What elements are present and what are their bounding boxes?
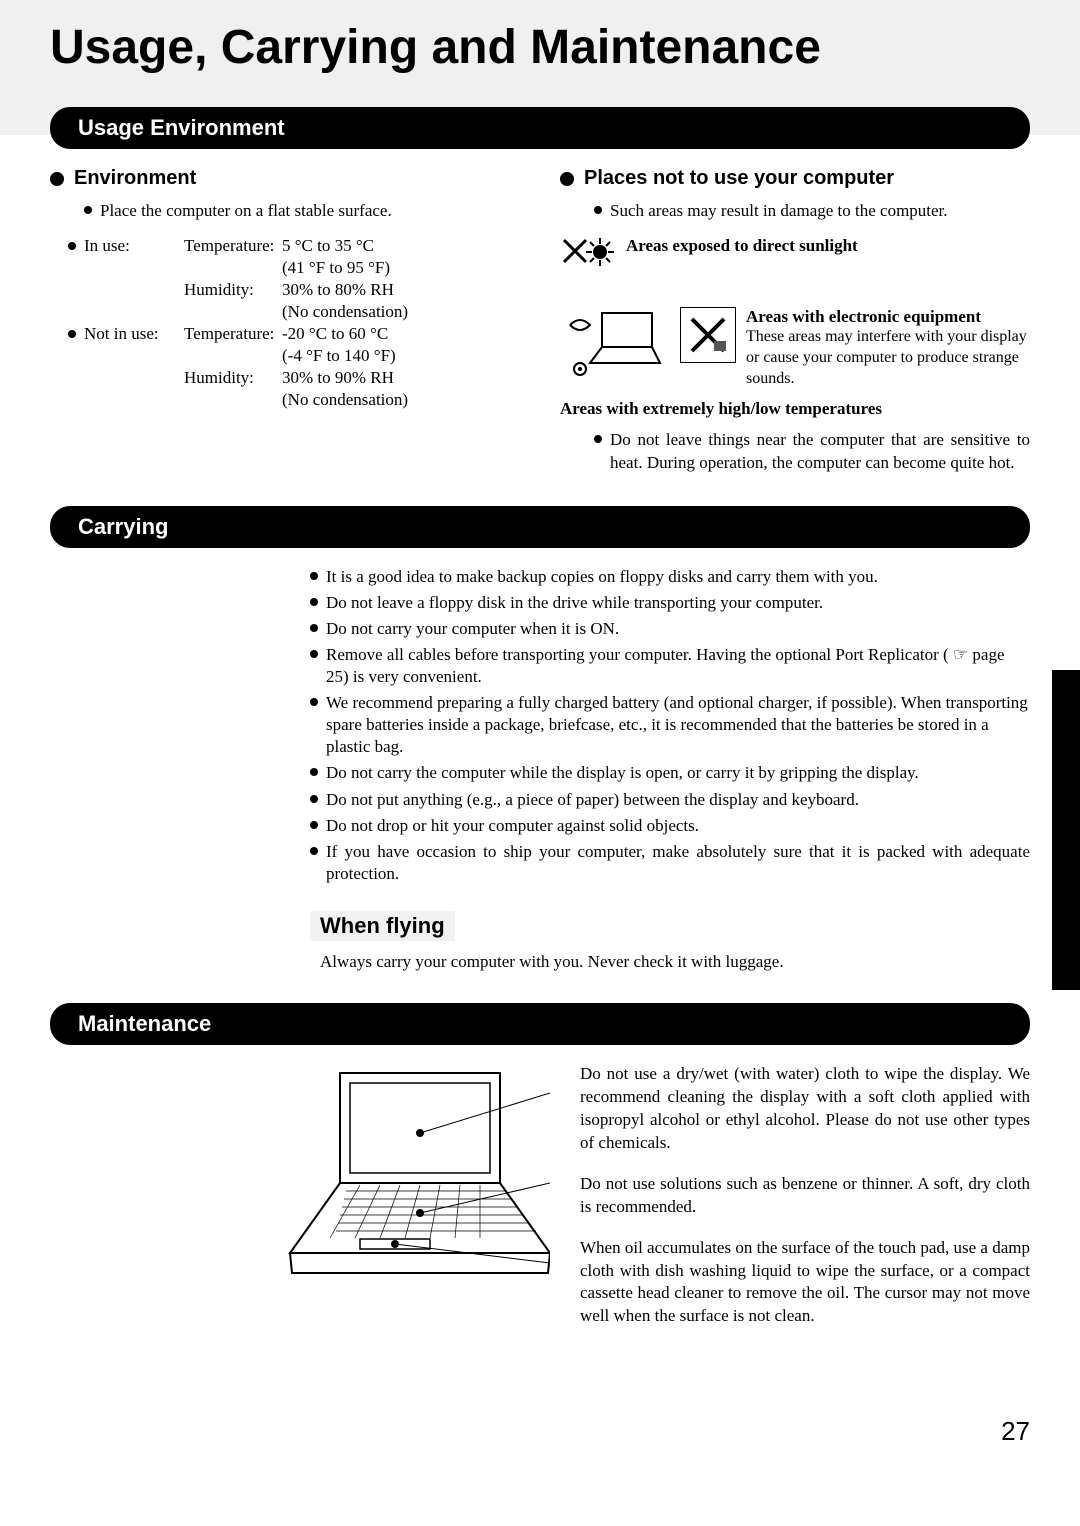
spec-temp-key: Temperature:	[184, 236, 282, 256]
bullet-icon	[594, 206, 602, 214]
spec-hum-key2: Humidity:	[184, 368, 282, 388]
spec-inuse-temp: 5 °C to 35 °C	[282, 236, 374, 256]
places-sunlight: Areas exposed to direct sunlight	[626, 236, 858, 256]
places-intro: Such areas may result in damage to the c…	[610, 200, 1030, 222]
spec-notinuse-label: Not in use:	[84, 324, 184, 344]
bullet-icon	[310, 768, 318, 776]
flying-heading: When flying	[310, 911, 455, 941]
spec-inuse-humnote: (No condensation)	[282, 302, 408, 322]
spec-notinuse-temp: -20 °C to 60 °C	[282, 324, 388, 344]
spec-notinuse-tempf: (-4 °F to 140 °F)	[282, 346, 396, 366]
environment-heading: Environment	[74, 167, 196, 190]
bullet-icon	[68, 330, 76, 338]
carry-item: Do not carry the computer while the disp…	[326, 762, 1030, 784]
side-tab	[1052, 670, 1080, 990]
bullet-icon	[84, 206, 92, 214]
carry-item: Remove all cables before transporting yo…	[326, 644, 1030, 688]
bullet-icon	[310, 650, 318, 658]
carry-item: Do not drop or hit your computer against…	[326, 815, 1030, 837]
section-usage-environment: Usage Environment	[50, 107, 1030, 149]
places-electronic-text: These areas may interfere with your disp…	[746, 327, 1030, 389]
electronic-x-icon	[680, 307, 736, 363]
bullet-icon	[68, 242, 76, 250]
carry-item: It is a good idea to make backup copies …	[326, 566, 1030, 588]
sub-environment: Environment	[50, 167, 520, 190]
bullet-icon	[310, 698, 318, 706]
sunlight-icon	[560, 236, 616, 297]
places-heading: Places not to use your computer	[584, 167, 894, 190]
laptop-small-icon	[560, 307, 670, 382]
spec-inuse-label: In use:	[84, 236, 184, 256]
heat-note-line: Do not leave things near the computer th…	[594, 429, 1030, 473]
spec-notinuse-hum: 30% to 90% RH	[282, 368, 394, 388]
bullet-icon	[50, 172, 64, 186]
carry-item: Do not put anything (e.g., a piece of pa…	[326, 789, 1030, 811]
section-maintenance: Maintenance	[50, 1003, 1030, 1045]
spec-notinuse-humnote: (No condensation)	[282, 390, 408, 410]
carry-item: If you have occasion to ship your comput…	[326, 841, 1030, 885]
bullet-icon	[310, 847, 318, 855]
spec-temp-key2: Temperature:	[184, 324, 282, 344]
spec-inuse-tempf: (41 °F to 95 °F)	[282, 258, 390, 278]
carry-item: Do not leave a floppy disk in the drive …	[326, 592, 1030, 614]
places-intro-line: Such areas may result in damage to the c…	[594, 200, 1030, 222]
heat-note: Do not leave things near the computer th…	[610, 429, 1030, 473]
bullet-icon	[310, 624, 318, 632]
maint-body-text: Do not use solutions such as benzene or …	[580, 1173, 1030, 1219]
maint-touchpad-text: When oil accumulates on the surface of t…	[580, 1237, 1030, 1329]
laptop-diagram-icon	[250, 1063, 550, 1328]
sub-places: Places not to use your computer	[560, 167, 1030, 190]
page-title: Usage, Carrying and Maintenance	[50, 20, 1030, 75]
bullet-icon	[594, 435, 602, 443]
env-place-line: Place the computer on a flat stable surf…	[84, 200, 520, 222]
maint-display-text: Do not use a dry/wet (with water) cloth …	[580, 1063, 1030, 1155]
spec-inuse-hum: 30% to 80% RH	[282, 280, 394, 300]
bullet-icon	[310, 572, 318, 580]
env-place-text: Place the computer on a flat stable surf…	[100, 200, 520, 222]
carry-item: We recommend preparing a fully charged b…	[326, 692, 1030, 758]
bullet-icon	[310, 795, 318, 803]
carry-item: Do not carry your computer when it is ON…	[326, 618, 1030, 640]
flying-text: Always carry your computer with you. Nev…	[320, 951, 1030, 973]
bullet-icon	[310, 598, 318, 606]
section-carrying: Carrying	[50, 506, 1030, 548]
places-temps: Areas with extremely high/low temperatur…	[560, 399, 1030, 419]
bullet-icon	[310, 821, 318, 829]
bullet-icon	[560, 172, 574, 186]
spec-hum-key: Humidity:	[184, 280, 282, 300]
page-number: 27	[0, 1386, 1080, 1477]
places-electronic: Areas with electronic equipment	[746, 307, 1030, 327]
